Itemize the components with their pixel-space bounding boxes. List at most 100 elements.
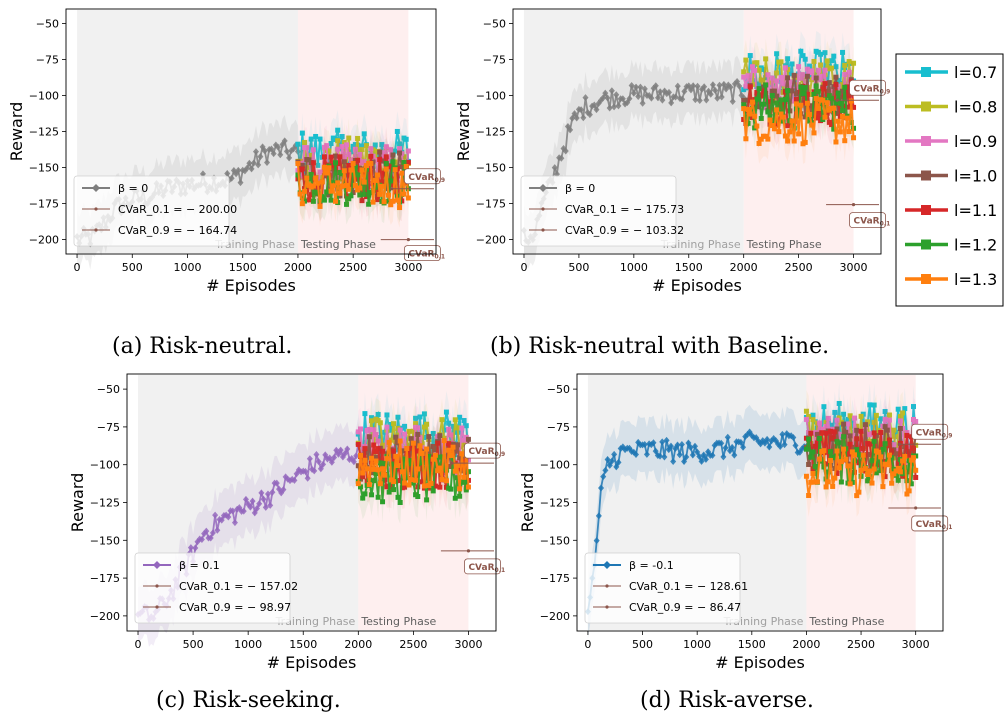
y-tick-label: −175 <box>90 572 120 585</box>
testing-point <box>842 138 848 144</box>
x-tick-label: 500 <box>632 638 653 651</box>
training-point <box>582 94 589 102</box>
testing-point <box>461 479 467 485</box>
testing-point <box>346 135 352 141</box>
testing-point <box>865 472 871 478</box>
testing-point <box>348 193 354 199</box>
testing-point <box>344 193 350 199</box>
testing-point <box>448 463 454 469</box>
testing-point <box>844 115 850 121</box>
testing-point <box>865 478 871 484</box>
y-tick-label: −125 <box>90 497 120 510</box>
testing-point <box>377 481 383 487</box>
testing-point <box>807 63 813 69</box>
testing-point <box>804 91 810 97</box>
testing-point <box>871 419 877 425</box>
y-tick-label: −50 <box>97 383 120 396</box>
testing-point <box>802 139 808 145</box>
testing-point <box>824 89 830 95</box>
training-point <box>235 166 242 174</box>
testing-point <box>833 81 839 87</box>
testing-point <box>882 441 888 447</box>
testing-point <box>346 162 352 168</box>
training-point <box>261 147 268 155</box>
testing-point <box>818 77 824 83</box>
testing-point <box>840 113 846 119</box>
testing-point <box>760 88 766 94</box>
training-point <box>613 91 620 99</box>
testing-point <box>315 162 321 168</box>
testing-point <box>359 147 365 153</box>
training-point <box>641 85 648 93</box>
training-point <box>700 451 707 459</box>
testing-point <box>359 143 365 149</box>
x-axis-label: # Episodes <box>267 653 357 672</box>
testing-point <box>299 195 305 201</box>
testing-point <box>375 494 381 500</box>
legend-label-l=0.9: l=0.9 <box>954 132 997 151</box>
testing-point <box>778 74 784 80</box>
testing-point <box>873 412 879 418</box>
testing-point <box>858 413 864 419</box>
training-point <box>727 83 734 91</box>
testing-point <box>827 422 833 428</box>
testing-point <box>813 96 819 102</box>
legend-cvar-0-9-marker <box>605 605 609 609</box>
testing-point <box>366 481 372 487</box>
x-tick-label: 2500 <box>399 638 427 651</box>
testing-point <box>324 143 330 149</box>
testing-point <box>369 470 375 476</box>
legend-box <box>584 552 741 624</box>
y-tick-label: −175 <box>29 198 59 211</box>
testing-point <box>765 109 771 115</box>
testing-point <box>876 462 882 468</box>
training-point <box>247 503 254 511</box>
testing-point <box>767 104 773 110</box>
x-tick-label: 0 <box>584 638 591 651</box>
training-point <box>218 516 225 524</box>
testing-point <box>834 426 840 432</box>
testing-point <box>808 479 814 485</box>
legend-label: β = 0 <box>118 182 148 195</box>
testing-point <box>377 191 383 197</box>
testing-point <box>904 429 910 435</box>
y-tick-label: −125 <box>540 497 570 510</box>
testing-point <box>424 421 430 427</box>
testing-point <box>902 406 908 412</box>
testing-point <box>913 474 919 480</box>
testing-point <box>443 478 449 484</box>
cvar-0-9-tag-label: CVaR0.9 <box>468 447 505 458</box>
testing-point <box>833 139 839 145</box>
testing-point <box>822 50 828 56</box>
testing-point <box>867 468 873 474</box>
training-point <box>256 500 263 508</box>
testing-point <box>785 138 791 144</box>
testing-point <box>395 463 401 469</box>
testing-point <box>908 481 914 487</box>
testing-point <box>815 105 821 111</box>
testing-point <box>330 163 336 169</box>
testing-point <box>743 83 749 89</box>
testing-point <box>778 111 784 117</box>
testing-point <box>328 141 334 147</box>
testing-point <box>756 104 762 110</box>
testing-point <box>386 489 392 495</box>
training-point <box>209 529 216 537</box>
legend-label: CVaR_0.9 = − 86.47 <box>629 601 741 614</box>
testing-point <box>371 427 377 433</box>
x-tick-label: 1000 <box>683 638 711 651</box>
testing-point <box>809 122 815 128</box>
testing-point <box>437 433 443 439</box>
testing-point <box>902 453 908 459</box>
testing-point <box>745 120 751 126</box>
testing-point <box>889 455 895 461</box>
testing-point <box>413 477 419 483</box>
testing-point <box>369 492 375 498</box>
testing-point <box>774 93 780 99</box>
testing-point <box>406 428 412 434</box>
testing-point <box>355 441 361 447</box>
legend-label: CVaR_0.9 = − 103.32 <box>565 224 684 237</box>
testing-point <box>399 164 405 170</box>
legend-label-l=1.1: l=1.1 <box>954 201 997 220</box>
